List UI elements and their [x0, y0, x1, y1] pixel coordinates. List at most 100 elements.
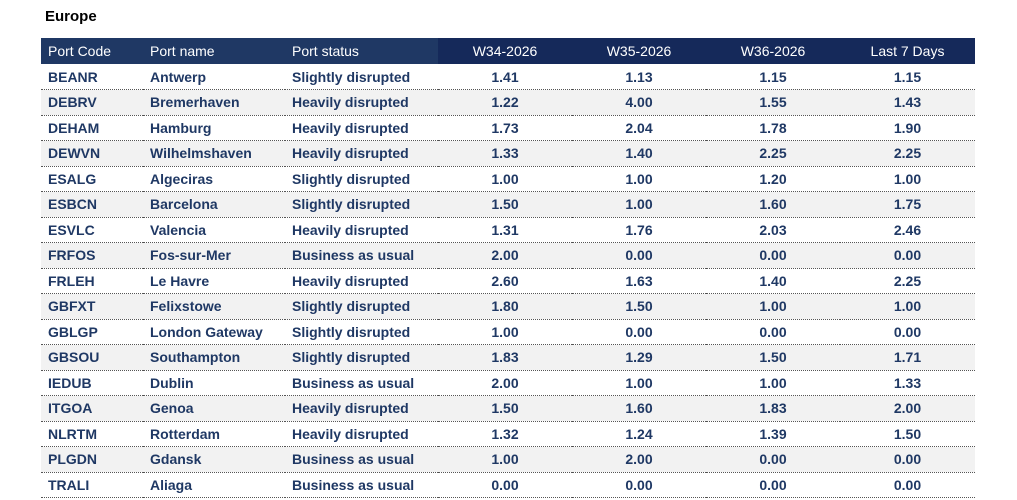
table-row[interactable]: ESALG Algeciras Slightly disrupted 1.00 1.00… — [41, 166, 975, 192]
last-7-days-cell: 1.00 — [840, 166, 975, 192]
w35-cell: 1.50 — [572, 293, 706, 320]
w36-cell: 0.00 — [706, 319, 840, 345]
w34-cell: 1.00 — [438, 166, 572, 192]
table-row[interactable]: ESVLC Valencia Heavily disrupted 1.31 1.76 2.… — [41, 217, 975, 243]
port-code-cell: IEDUB — [41, 370, 143, 396]
table-body: BEANR Antwerp Slightly disrupted 1.41 1.13 1.… — [41, 64, 975, 498]
col-header-port-status[interactable]: Port status — [285, 38, 438, 64]
w36-cell: 1.55 — [706, 89, 840, 116]
w35-cell: 2.00 — [572, 446, 706, 473]
port-code-cell: GBSOU — [41, 344, 143, 371]
table-header-row: Port Code Port name Port status W34-2026… — [41, 38, 975, 64]
port-code-cell: DEHAM — [41, 115, 143, 141]
last-7-days-cell: 1.43 — [840, 89, 975, 116]
port-code-cell: FRFOS — [41, 242, 143, 269]
w36-cell: 1.00 — [706, 293, 840, 320]
w36-cell: 0.00 — [706, 472, 840, 498]
w35-cell: 2.04 — [572, 115, 706, 141]
col-header-w36[interactable]: W36-2026 — [706, 38, 840, 64]
w35-cell: 1.00 — [572, 166, 706, 192]
port-code-cell: TRALI — [41, 472, 143, 498]
port-code-cell: DEWVN — [41, 140, 143, 167]
w34-cell: 1.83 — [438, 344, 572, 371]
w35-cell: 0.00 — [572, 472, 706, 498]
w36-cell: 2.25 — [706, 140, 840, 167]
w35-cell: 0.00 — [572, 242, 706, 269]
w34-cell: 1.00 — [438, 319, 572, 345]
last-7-days-cell: 0.00 — [840, 472, 975, 498]
port-code-cell: FRLEH — [41, 268, 143, 294]
w36-cell: 1.60 — [706, 191, 840, 218]
w36-cell: 1.15 — [706, 64, 840, 90]
table-row[interactable]: DEBRV Bremerhaven Heavily disrupted 1.22 4.0… — [41, 89, 975, 116]
port-name-cell: Genoa — [143, 395, 285, 422]
w36-cell: 1.78 — [706, 115, 840, 141]
last-7-days-cell: 0.00 — [840, 242, 975, 269]
port-name-cell: Gdansk — [143, 446, 285, 473]
w36-cell: 1.20 — [706, 166, 840, 192]
table-row[interactable]: TRALI Aliaga Business as usual 0.00 0.00 0.00… — [41, 472, 975, 498]
w35-cell: 1.00 — [572, 191, 706, 218]
table-row[interactable]: ESBCN Barcelona Slightly disrupted 1.50 1.00… — [41, 191, 975, 218]
port-status-cell: Business as usual — [285, 370, 438, 396]
port-code-cell: ITGOA — [41, 395, 143, 422]
col-header-w34[interactable]: W34-2026 — [438, 38, 572, 64]
table-row[interactable]: DEHAM Hamburg Heavily disrupted 1.73 2.04 1.7… — [41, 115, 975, 141]
w34-cell: 1.31 — [438, 217, 572, 243]
w36-cell: 1.83 — [706, 395, 840, 422]
w36-cell: 0.00 — [706, 446, 840, 473]
last-7-days-cell: 1.71 — [840, 344, 975, 371]
last-7-days-cell: 2.00 — [840, 395, 975, 422]
table-row[interactable]: NLRTM Rotterdam Heavily disrupted 1.32 1.24 1… — [41, 421, 975, 447]
w36-cell: 1.50 — [706, 344, 840, 371]
table-row[interactable]: ITGOA Genoa Heavily disrupted 1.50 1.60 1.83 2… — [41, 395, 975, 422]
port-code-cell: NLRTM — [41, 421, 143, 447]
last-7-days-cell: 1.33 — [840, 370, 975, 396]
w34-cell: 1.22 — [438, 89, 572, 116]
table-row[interactable]: GBFXT Felixstowe Slightly disrupted 1.80 1.5… — [41, 293, 975, 320]
col-header-port-name[interactable]: Port name — [143, 38, 285, 64]
w35-cell: 1.63 — [572, 268, 706, 294]
port-status-cell: Slightly disrupted — [285, 166, 438, 192]
w36-cell: 2.03 — [706, 217, 840, 243]
port-code-cell: BEANR — [41, 64, 143, 90]
w34-cell: 2.60 — [438, 268, 572, 294]
w35-cell: 0.00 — [572, 319, 706, 345]
port-status-cell: Slightly disrupted — [285, 344, 438, 371]
table-row[interactable]: GBLGP London Gateway Slightly disrupted 1.0… — [41, 319, 975, 345]
port-code-cell: DEBRV — [41, 89, 143, 116]
table-row[interactable]: IEDUB Dublin Business as usual 2.00 1.00 1.00… — [41, 370, 975, 396]
w34-cell: 1.32 — [438, 421, 572, 447]
port-code-cell: ESVLC — [41, 217, 143, 243]
port-code-cell: GBFXT — [41, 293, 143, 320]
port-status-cell: Slightly disrupted — [285, 64, 438, 90]
table-row[interactable]: FRFOS Fos-sur-Mer Business as usual 2.00 0.0… — [41, 242, 975, 269]
w34-cell: 2.00 — [438, 370, 572, 396]
table-row[interactable]: FRLEH Le Havre Heavily disrupted 2.60 1.63 1.… — [41, 268, 975, 294]
last-7-days-cell: 2.25 — [840, 140, 975, 167]
port-name-cell: Felixstowe — [143, 293, 285, 320]
port-status-cell: Heavily disrupted — [285, 140, 438, 167]
port-name-cell: Algeciras — [143, 166, 285, 192]
port-status-cell: Slightly disrupted — [285, 191, 438, 218]
port-name-cell: Wilhelmshaven — [143, 140, 285, 167]
last-7-days-cell: 1.75 — [840, 191, 975, 218]
w34-cell: 1.00 — [438, 446, 572, 473]
w35-cell: 1.60 — [572, 395, 706, 422]
last-7-days-cell: 0.00 — [840, 319, 975, 345]
table-row[interactable]: BEANR Antwerp Slightly disrupted 1.41 1.13 1.… — [41, 64, 975, 90]
table-row[interactable]: PLGDN Gdansk Business as usual 1.00 2.00 0.00… — [41, 446, 975, 473]
w34-cell: 1.80 — [438, 293, 572, 320]
port-code-cell: PLGDN — [41, 446, 143, 473]
col-header-w35[interactable]: W35-2026 — [572, 38, 706, 64]
port-status-cell: Business as usual — [285, 242, 438, 269]
w34-cell: 1.41 — [438, 64, 572, 90]
port-name-cell: Southampton — [143, 344, 285, 371]
col-header-last-7-days[interactable]: Last 7 Days — [840, 38, 975, 64]
port-status-cell: Heavily disrupted — [285, 268, 438, 294]
table-row[interactable]: GBSOU Southampton Slightly disrupted 1.83 1.… — [41, 344, 975, 371]
col-header-port-code[interactable]: Port Code — [41, 38, 143, 64]
port-status-cell: Heavily disrupted — [285, 395, 438, 422]
table-row[interactable]: DEWVN Wilhelmshaven Heavily disrupted 1.33 1… — [41, 140, 975, 167]
port-name-cell: Barcelona — [143, 191, 285, 218]
